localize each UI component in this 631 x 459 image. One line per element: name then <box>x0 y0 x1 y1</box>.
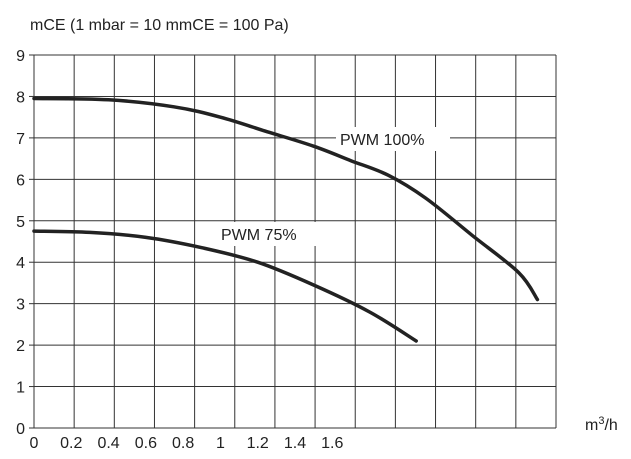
y-tick-labels: 0 1 2 3 4 5 6 7 8 9 <box>16 48 25 438</box>
series-line-pwm-75 <box>32 229 418 343</box>
series-labels: PWM 100% PWM 75% <box>217 127 450 246</box>
x-tick-label: 0.4 <box>97 435 119 452</box>
y-tick-label: 4 <box>16 255 25 272</box>
series-lines <box>32 96 540 343</box>
y-tick-label: 1 <box>16 380 25 397</box>
x-tick-label: 1.6 <box>321 435 343 452</box>
grid <box>29 54 557 429</box>
y-tick-label: 7 <box>16 131 25 148</box>
x-tick-labels: 0 0.2 0.4 0.6 0.8 1 1.2 1.4 1.6 <box>30 435 344 452</box>
y-tick-label: 6 <box>16 172 25 189</box>
series-label-background <box>217 222 321 246</box>
y-tick-label: 9 <box>16 48 25 65</box>
series-label-pwm-100: PWM 100% <box>340 132 424 149</box>
x-tick-label: 1 <box>216 435 225 452</box>
y-axis-label: mCE (1 mbar = 10 mmCE = 100 Pa) <box>30 17 289 34</box>
series-line-pwm-100 <box>32 96 540 302</box>
x-axis-label-tail: /h <box>604 417 617 434</box>
y-tick-label: 5 <box>16 214 25 231</box>
series-label-pwm-75: PWM 75% <box>221 227 297 244</box>
x-tick-label: 1.4 <box>284 435 306 452</box>
y-tick-label: 3 <box>16 297 25 314</box>
series-label-background <box>336 127 450 151</box>
x-axis-label-sup: 3 <box>598 415 604 427</box>
x-axis-label: m3/h <box>585 415 618 434</box>
x-axis-label-base: m <box>585 417 598 434</box>
x-tick-label: 0 <box>30 435 39 452</box>
x-tick-label: 0.6 <box>135 435 157 452</box>
y-tick-label: 8 <box>16 89 25 106</box>
y-tick-label: 0 <box>16 421 25 438</box>
x-tick-label: 1.2 <box>247 435 269 452</box>
y-tick-label: 2 <box>16 338 25 355</box>
x-tick-label: 0.2 <box>60 435 82 452</box>
x-tick-label: 0.8 <box>172 435 194 452</box>
